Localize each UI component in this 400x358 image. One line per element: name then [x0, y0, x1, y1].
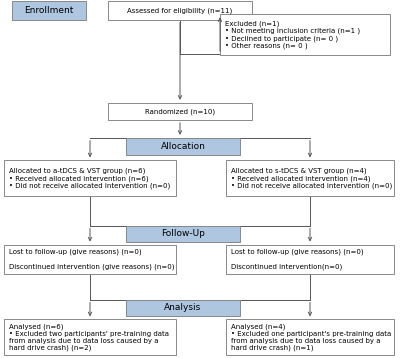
Text: Excluded (n=1)
• Not meeting inclusion criteria (n=1 )
• Declined to participate: Excluded (n=1) • Not meeting inclusion c…: [225, 20, 360, 49]
FancyBboxPatch shape: [126, 226, 240, 242]
FancyBboxPatch shape: [226, 160, 394, 196]
Text: Allocated to s-tDCS & VST group (n=4)
• Received allocated intervention (n=4)
• : Allocated to s-tDCS & VST group (n=4) • …: [231, 168, 392, 189]
Text: Enrollment: Enrollment: [24, 6, 74, 15]
Text: Follow-Up: Follow-Up: [161, 229, 205, 238]
Text: Analysed (n=4)
• Excluded one participant's pre-training data
from analysis due : Analysed (n=4) • Excluded one participan…: [231, 323, 391, 351]
Text: Assessed for eligibility (n=11): Assessed for eligibility (n=11): [127, 7, 233, 14]
Text: Allocated to a-tDCS & VST group (n=6)
• Received allocated intervention (n=6)
• : Allocated to a-tDCS & VST group (n=6) • …: [9, 168, 170, 189]
FancyBboxPatch shape: [126, 138, 240, 155]
FancyBboxPatch shape: [220, 14, 390, 55]
Text: Lost to follow-up (give reasons) (n=0)

Discontinued intervention (give reasons): Lost to follow-up (give reasons) (n=0) D…: [9, 249, 174, 270]
FancyBboxPatch shape: [226, 319, 394, 355]
FancyBboxPatch shape: [108, 1, 252, 20]
FancyBboxPatch shape: [226, 245, 394, 274]
Text: Analysis: Analysis: [164, 303, 202, 312]
Text: Lost to follow-up (give reasons) (n=0)

Discontinued intervention(n=0): Lost to follow-up (give reasons) (n=0) D…: [231, 249, 364, 270]
FancyBboxPatch shape: [4, 319, 176, 355]
FancyBboxPatch shape: [126, 300, 240, 316]
FancyBboxPatch shape: [12, 1, 86, 20]
Text: Randomized (n=10): Randomized (n=10): [145, 108, 215, 115]
FancyBboxPatch shape: [4, 245, 176, 274]
Text: Analysed (n=6)
• Excluded two participants' pre-training data
from analysis due : Analysed (n=6) • Excluded two participan…: [9, 323, 169, 351]
FancyBboxPatch shape: [4, 160, 176, 196]
FancyBboxPatch shape: [108, 103, 252, 120]
Text: Allocation: Allocation: [160, 142, 206, 151]
